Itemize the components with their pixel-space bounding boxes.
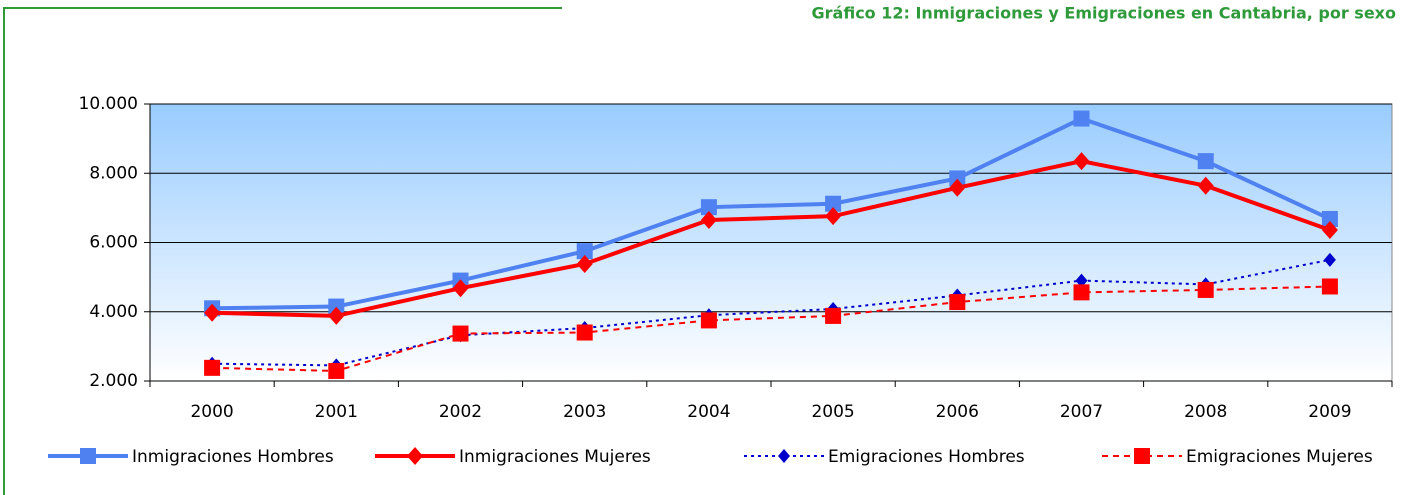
point bbox=[949, 294, 966, 311]
frame bbox=[3, 7, 562, 495]
point bbox=[1321, 221, 1338, 240]
point bbox=[328, 298, 345, 315]
point bbox=[825, 207, 842, 226]
x-tick-label: 2007 bbox=[1060, 402, 1103, 422]
point bbox=[1197, 281, 1214, 298]
x-tick-label: 2004 bbox=[687, 402, 730, 422]
legend-label: Emigraciones Mujeres bbox=[1186, 447, 1373, 467]
point bbox=[1321, 210, 1338, 227]
point bbox=[949, 170, 966, 187]
legend-marker bbox=[1134, 448, 1150, 464]
point bbox=[700, 210, 717, 229]
series-line bbox=[212, 285, 1330, 372]
y-tick-label: 2.000 bbox=[89, 371, 138, 391]
y-tick-label: 8.000 bbox=[89, 163, 138, 183]
point bbox=[825, 307, 842, 324]
legend-label: Inmigraciones Hombres bbox=[132, 447, 334, 467]
point bbox=[825, 195, 842, 212]
point bbox=[1073, 110, 1090, 127]
point bbox=[204, 359, 221, 376]
series-line bbox=[212, 116, 1331, 311]
y-tick-label: 6.000 bbox=[89, 233, 138, 253]
point bbox=[1075, 273, 1088, 288]
legend-marker bbox=[80, 448, 96, 464]
point bbox=[452, 279, 469, 298]
point bbox=[1321, 278, 1338, 295]
legend-label: Emigraciones Hombres bbox=[828, 447, 1025, 467]
legend-label: Inmigraciones Mujeres bbox=[459, 447, 651, 467]
point bbox=[1197, 176, 1214, 195]
x-tick-label: 2000 bbox=[190, 402, 233, 422]
y-tick-label: 10.000 bbox=[79, 94, 138, 114]
x-tick-label: 2002 bbox=[439, 402, 482, 422]
point bbox=[328, 362, 345, 379]
point bbox=[1073, 284, 1090, 301]
point bbox=[700, 312, 717, 329]
point bbox=[576, 324, 593, 341]
point bbox=[576, 243, 593, 260]
chart-title: Gráfico 12: Inmigraciones y Emigraciones… bbox=[812, 4, 1396, 23]
point bbox=[452, 325, 469, 342]
point bbox=[204, 303, 221, 322]
x-tick-label: 2006 bbox=[936, 402, 979, 422]
series-line bbox=[212, 159, 1331, 318]
point bbox=[1323, 252, 1336, 267]
x-tick-label: 2001 bbox=[315, 402, 358, 422]
point bbox=[576, 254, 593, 273]
point bbox=[328, 306, 345, 325]
legend-marker bbox=[778, 449, 790, 463]
point bbox=[1073, 152, 1090, 171]
x-tick-label: 2003 bbox=[563, 402, 606, 422]
point bbox=[700, 199, 717, 216]
x-tick-label: 2008 bbox=[1184, 402, 1227, 422]
x-tick-label: 2009 bbox=[1308, 402, 1351, 422]
legend-marker bbox=[407, 447, 423, 465]
point bbox=[1197, 153, 1214, 170]
point bbox=[949, 178, 966, 197]
y-tick-label: 4.000 bbox=[89, 302, 138, 322]
x-tick-label: 2005 bbox=[811, 402, 854, 422]
